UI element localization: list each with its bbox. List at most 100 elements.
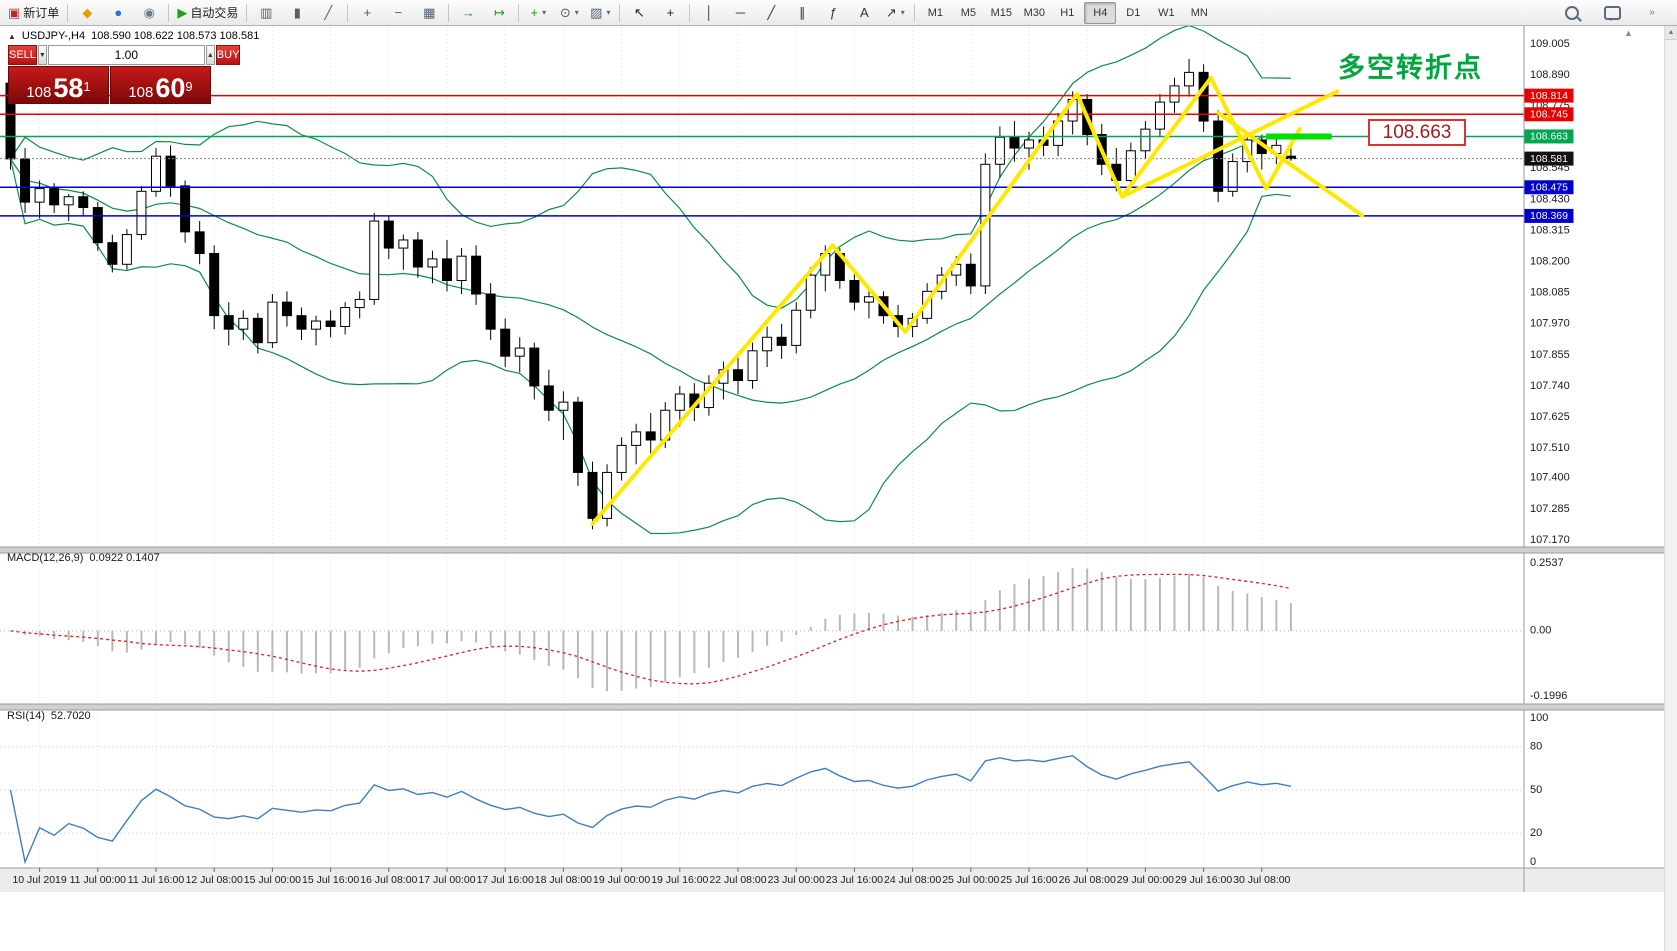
timeframe-mn-button[interactable]: MN <box>1190 6 1208 19</box>
time-axis-label: 11 Jul 16:00 <box>128 874 185 886</box>
time-axis[interactable]: 10 Jul 2019 11 Jul 00:00 11 Jul 16:00 12 Ju… <box>12 874 1290 886</box>
price-level-box[interactable]: 108.663 <box>1368 119 1466 146</box>
chart-shift-icon: ↦ <box>493 4 505 20</box>
svg-text:108.475: 108.475 <box>1530 182 1568 194</box>
rsi-axis-label: 100 <box>1530 712 1548 724</box>
toolbar-separator <box>914 3 916 22</box>
candlestick-icon: ▮ <box>293 4 301 20</box>
vertical-line-icon: │ <box>705 5 714 20</box>
sell-button[interactable]: SELL <box>8 45 37 65</box>
toolbar-separator <box>67 3 69 22</box>
chart-shift-marker[interactable]: ▲ <box>1624 28 1633 38</box>
toolbar-separator <box>689 3 691 22</box>
bar-chart-icon: ▥ <box>260 4 273 20</box>
sell-price-display[interactable]: 108 58 1 <box>8 66 109 104</box>
toolbar-separator <box>518 3 520 22</box>
price-axis-label: 108.200 <box>1530 255 1570 267</box>
price-axis-label: 108.315 <box>1530 224 1570 236</box>
bar-chart-button[interactable]: ▥ <box>251 1 281 25</box>
new-order-button-label: 新订单 <box>23 6 60 20</box>
time-axis-strip[interactable] <box>0 868 1677 892</box>
scrollbar-up-button[interactable]: ▲ <box>1665 26 1677 40</box>
toolbar-overflow-button[interactable]: » <box>1637 1 1667 25</box>
one-click-trading-panel: SELL ▼ ▲ BUY 108 58 1 108 60 9 <box>8 45 241 104</box>
time-axis-label: 23 Jul 16:00 <box>826 874 883 886</box>
time-axis-label: 12 Jul 08:00 <box>186 874 243 886</box>
timeframe-m1-button[interactable]: M1 <box>927 6 943 19</box>
search-button[interactable] <box>1557 1 1587 25</box>
candlestick-button[interactable]: ▮ <box>282 1 312 25</box>
market-icon: ● <box>114 5 123 20</box>
timeframe-group: M1 M5 M15 M30 H1 H4 D1 W1 MN <box>919 1 1215 24</box>
timeframe-d1-button[interactable]: D1 <box>1126 6 1141 19</box>
zoom-out-button[interactable]: − <box>383 1 413 25</box>
macd-values: 0.0922 0.1407 <box>89 552 160 564</box>
crosshair-button[interactable]: + <box>655 1 685 25</box>
macd-name: MACD(12,26,9) <box>7 552 84 564</box>
price-tag-108.581 <box>1524 151 1574 166</box>
vertical-scrollbar[interactable]: ▲ <box>1664 26 1677 951</box>
time-axis-label: 24 Jul 08:00 <box>884 874 941 886</box>
templates-button[interactable]: ▨ ▾ <box>585 1 615 25</box>
timeframe-h1-button[interactable]: H1 <box>1060 6 1075 19</box>
auto-scroll-button[interactable]: → <box>453 1 483 25</box>
fibonacci-button[interactable]: ƒ <box>818 1 848 25</box>
new-order-button[interactable]: ▣ 新订单 <box>4 1 63 25</box>
trendline-button[interactable]: ╱ <box>756 1 786 25</box>
time-axis-label: 18 Jul 08:00 <box>535 874 592 886</box>
autotrading-icon: ▶ <box>177 4 188 20</box>
price-tag-108.369 <box>1524 208 1574 223</box>
search-icon <box>1565 5 1579 20</box>
chat-button[interactable] <box>1597 1 1627 25</box>
timeframe-m30-button[interactable]: M30 <box>1023 6 1046 19</box>
buy-price-base: 108 <box>128 84 154 101</box>
pane-separator[interactable] <box>0 547 1677 553</box>
rsi-axis-label: 80 <box>1530 741 1542 753</box>
horizontal-levels[interactable] <box>0 94 1524 217</box>
new-chart-button[interactable]: + ▾ <box>523 1 553 25</box>
price-axis[interactable]: 109.005108.890108.775108.660108.545108.4… <box>1524 38 1574 546</box>
metaeditor-button[interactable]: ◆ <box>72 1 102 25</box>
turning-point-annotation[interactable]: 多空转折点 <box>1338 53 1483 83</box>
horizontal-line-button[interactable]: ─ <box>725 1 755 25</box>
chart-shift-button[interactable]: ↦ <box>484 1 514 25</box>
time-axis-label: 10 Jul 2019 <box>12 874 66 886</box>
time-axis-label: 19 Jul 00:00 <box>593 874 650 886</box>
vertical-line-button[interactable]: │ <box>694 1 724 25</box>
bollinger-bands <box>9 26 1291 535</box>
price-axis-label: 107.510 <box>1530 442 1570 454</box>
buy-button[interactable]: BUY <box>215 45 241 65</box>
lot-size-input[interactable] <box>47 45 205 65</box>
buy-price-display[interactable]: 108 60 9 <box>110 66 211 104</box>
cursor-button[interactable]: ↖ <box>624 1 654 25</box>
macd-pane: 0.2537 0.00 -0.1996 <box>0 557 1567 702</box>
trendline-drawings[interactable] <box>590 75 1365 526</box>
market-button[interactable]: ● <box>103 1 133 25</box>
timeframe-m5-button[interactable]: M5 <box>960 6 976 19</box>
channel-button[interactable]: ∥ <box>787 1 817 25</box>
lot-increase-button[interactable]: ▲ <box>205 45 215 65</box>
tile-windows-button[interactable]: ▦ <box>414 1 444 25</box>
lot-decrease-button[interactable]: ▼ <box>37 45 47 65</box>
timeframe-h4-button[interactable]: H4 <box>1084 1 1117 24</box>
signals-button[interactable]: ◉ <box>134 1 164 25</box>
new-order-icon: ▣ <box>8 4 21 20</box>
macd-signal-line <box>10 573 1292 685</box>
one-click-collapse-icon[interactable]: ▲ <box>8 31 16 41</box>
pane-separator[interactable] <box>0 704 1677 710</box>
timeframe-m15-button[interactable]: M15 <box>990 6 1013 19</box>
svg-text:108.581: 108.581 <box>1530 153 1568 165</box>
price-tag-108.745 <box>1524 107 1574 122</box>
zoom-in-button[interactable]: + <box>352 1 382 25</box>
arrows-button[interactable]: ↗ ▾ <box>880 1 910 25</box>
buy-price-pips: 60 <box>155 73 186 103</box>
chat-icon <box>1603 5 1621 21</box>
profiles-button[interactable]: ⊙ ▾ <box>554 1 584 25</box>
rsi-value: 52.7020 <box>50 710 91 722</box>
line-chart-button[interactable]: ╱ <box>313 1 343 25</box>
text-button[interactable]: A <box>849 1 879 25</box>
autotrading-button[interactable]: ▶ 自动交易 <box>173 1 242 25</box>
chart-canvas[interactable]: 109.005108.890108.775108.660108.545108.4… <box>0 26 1677 951</box>
time-axis-label: 29 Jul 00:00 <box>1117 874 1174 886</box>
timeframe-w1-button[interactable]: W1 <box>1158 6 1175 19</box>
